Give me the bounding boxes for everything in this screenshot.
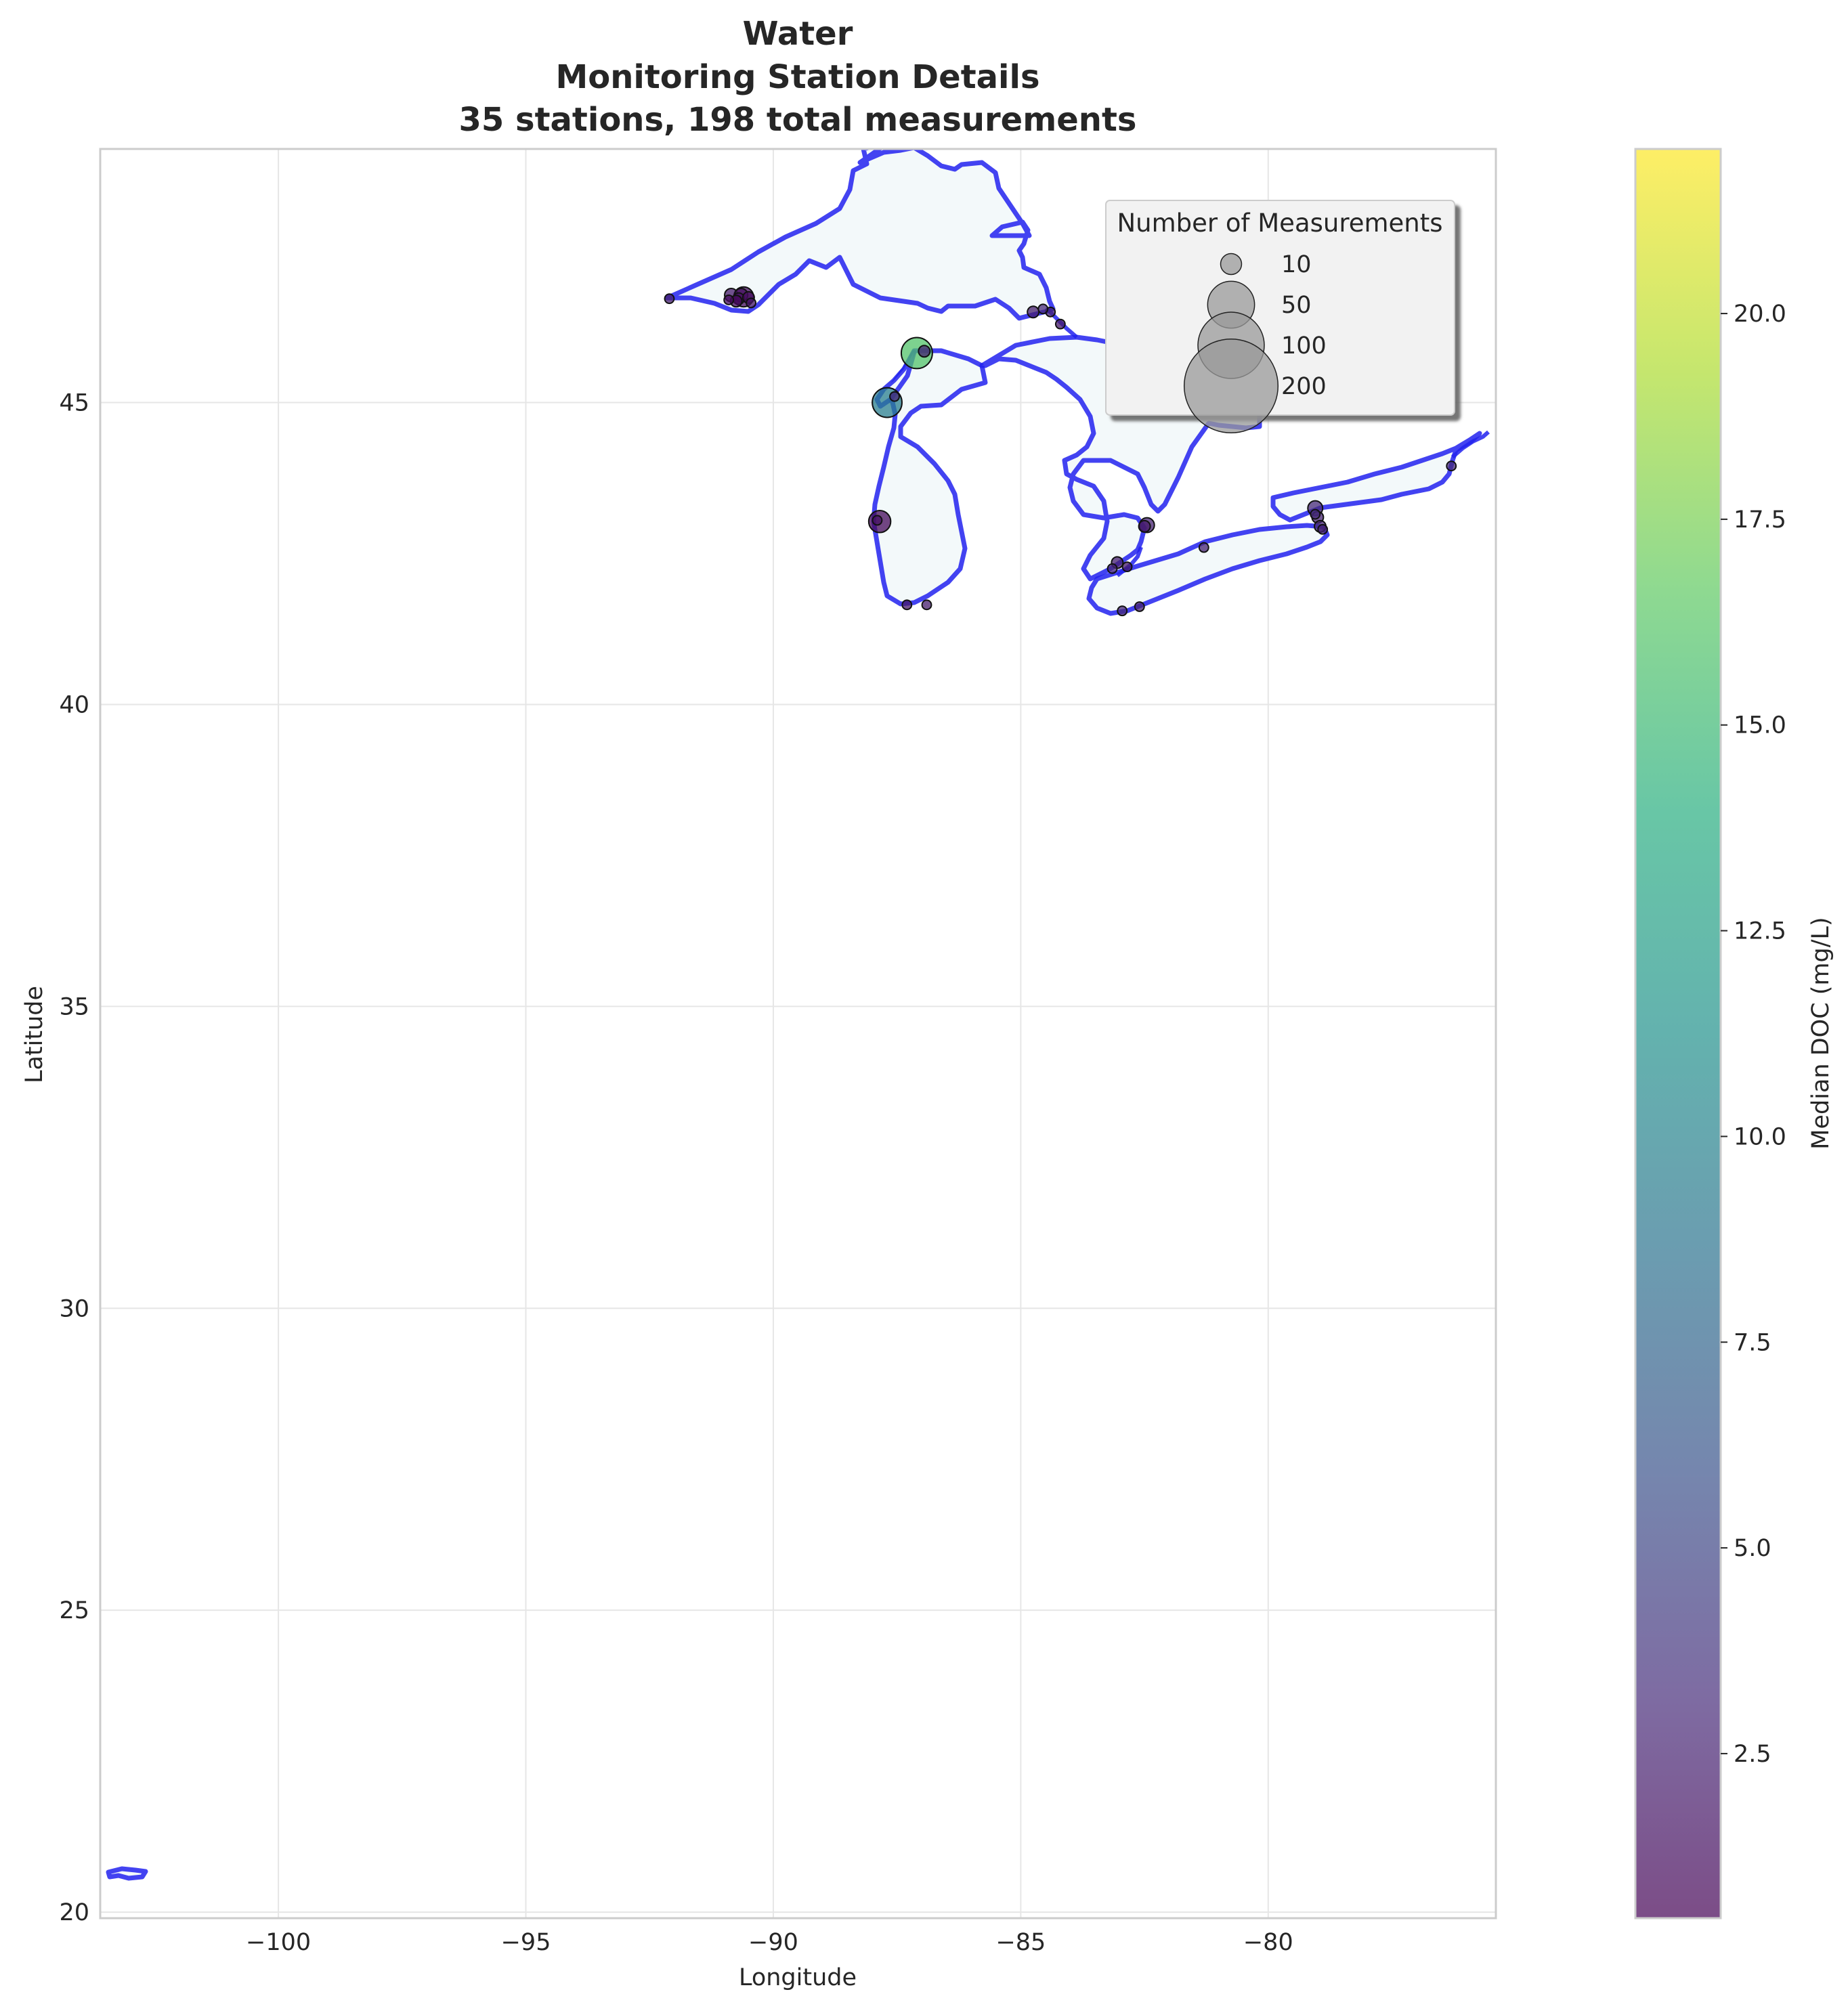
colorbar-tick-label: 10.0	[1734, 1123, 1786, 1150]
colorbar-tick-label: 2.5	[1734, 1741, 1771, 1768]
y-tick-label: 40	[59, 691, 89, 718]
legend-title: Number of Measurements	[1117, 209, 1442, 238]
station-markers	[664, 286, 1457, 617]
x-tick-label: −80	[1243, 1929, 1293, 1956]
x-tick-label: −85	[995, 1929, 1046, 1956]
y-tick-label: 35	[59, 993, 89, 1020]
station-marker	[901, 599, 913, 611]
station-marker	[1317, 523, 1329, 535]
station-marker	[723, 295, 735, 305]
mexico-lake-outline	[106, 1866, 148, 1881]
legend: Number of Measurements 10 50 100 200	[1105, 200, 1455, 434]
station-marker	[918, 345, 931, 358]
legend-label: 200	[1281, 373, 1327, 400]
colorbar-gradient	[1634, 148, 1722, 1920]
station-marker	[1134, 601, 1145, 612]
station-marker	[1198, 542, 1209, 553]
colorbar-tick-label: 7.5	[1734, 1329, 1771, 1356]
lake-superior-outline	[664, 149, 1056, 321]
colorbar-tick-label: 20.0	[1734, 301, 1786, 328]
station-marker	[1446, 460, 1457, 472]
colorbar-tick-label: 5.0	[1734, 1535, 1771, 1562]
colorbar-tick-label: 12.5	[1734, 918, 1786, 945]
station-marker	[921, 599, 932, 611]
station-marker	[1027, 305, 1040, 319]
legend-marker	[1183, 338, 1279, 434]
station-marker	[1117, 605, 1128, 617]
y-tick-labels: 20 25 30 35 40 45	[59, 390, 89, 1927]
x-axis-label: Longitude	[739, 1964, 857, 1991]
legend-label: 100	[1281, 332, 1327, 360]
legend-marker	[1220, 253, 1243, 276]
lake-michigan-outline	[871, 348, 988, 607]
lake-erie-outline	[1086, 523, 1330, 616]
y-tick-label: 20	[59, 1899, 89, 1926]
x-tick-label: −90	[748, 1929, 798, 1956]
station-marker	[1054, 318, 1066, 330]
colorbar-tick-label: 15.0	[1734, 712, 1786, 739]
station-marker	[889, 391, 900, 402]
colorbar-ticks: 2.5 5.0 7.5 10.0 12.5 15.0 17.5 20.0	[1721, 301, 1786, 1768]
y-axis-label: Latitude	[21, 986, 48, 1083]
title-line-2: Monitoring Station Details	[555, 58, 1039, 96]
plot-background	[100, 149, 1496, 1918]
plot-area	[99, 148, 1497, 1920]
legend-label: 50	[1281, 292, 1312, 319]
title-line-3: 35 stations, 198 total measurements	[459, 101, 1137, 139]
legend-label: 10	[1281, 251, 1312, 278]
y-tick-label: 45	[59, 390, 89, 417]
x-tick-label: −95	[501, 1929, 551, 1956]
legend-entries: 10 50 100 200	[1183, 251, 1327, 434]
plot-frame	[99, 148, 1497, 1920]
x-tick-labels: −100 −95 −90 −85 −80	[246, 1929, 1293, 1956]
y-tick-label: 30	[59, 1295, 89, 1322]
station-marker	[664, 293, 675, 305]
title-line-1: Water	[743, 15, 853, 53]
colorbar: 2.5 5.0 7.5 10.0 12.5 15.0 17.5 20.0 Median DOC…	[1634, 148, 1834, 1920]
station-marker	[1037, 303, 1049, 315]
y-tick-label: 25	[59, 1597, 89, 1624]
station-marker	[746, 297, 756, 309]
station-marker	[1310, 508, 1321, 520]
station-marker	[1106, 563, 1118, 574]
x-tick-label: −100	[246, 1929, 311, 1956]
colorbar-tick-label: 17.5	[1734, 506, 1786, 534]
st-lawrence-river	[1451, 430, 1490, 459]
station-marker	[872, 515, 883, 526]
station-marker	[1121, 561, 1133, 573]
station-marker	[1138, 519, 1151, 533]
colorbar-label: Median DOC (mg/L)	[1807, 917, 1834, 1149]
